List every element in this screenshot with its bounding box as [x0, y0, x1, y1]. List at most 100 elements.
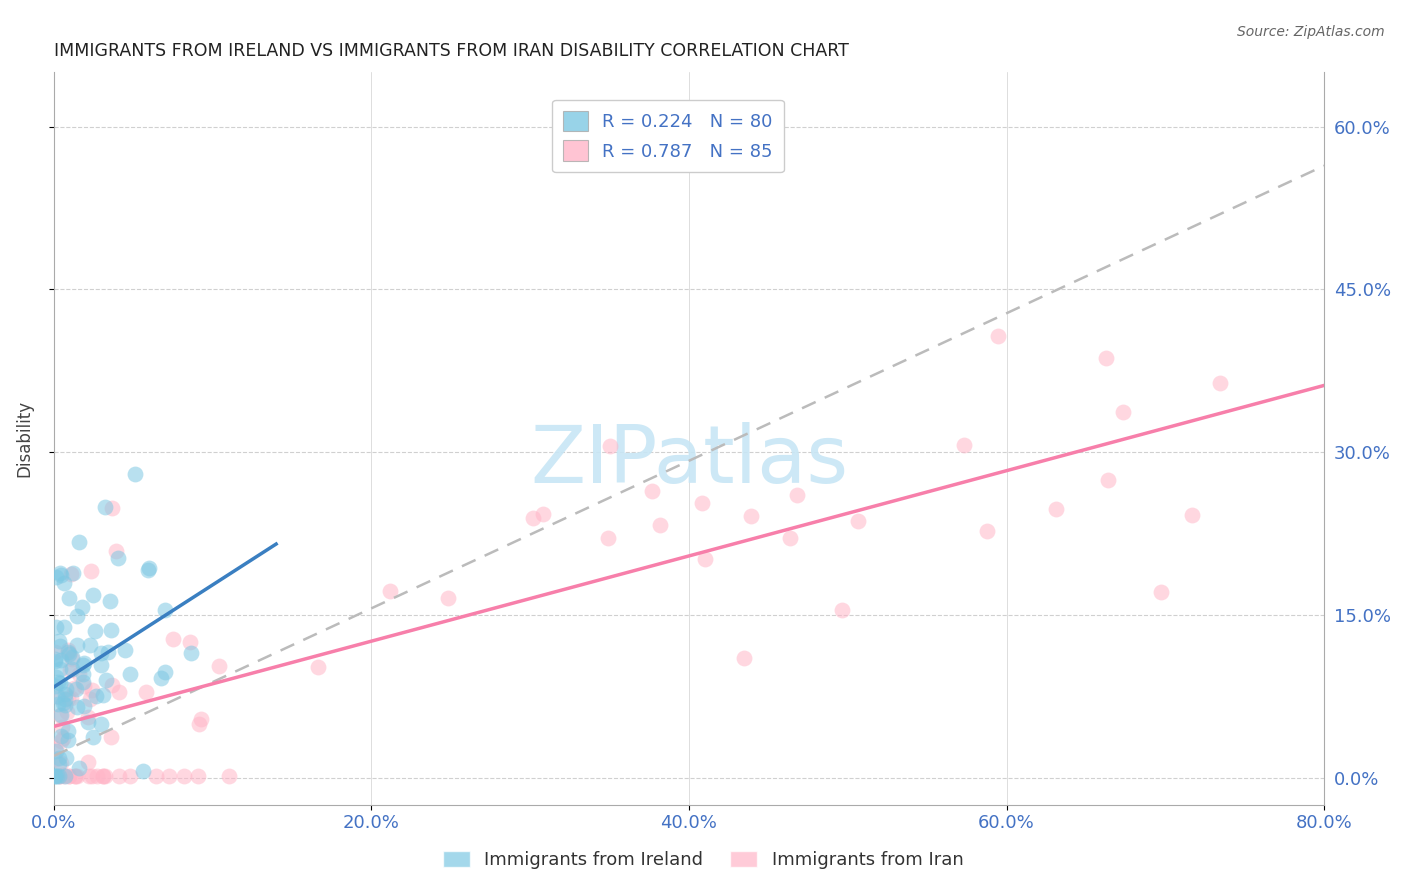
Immigrants from Iran	[740, 509, 762, 524]
Immigrants from Iran	[779, 531, 801, 545]
Immigrants from Iran	[91, 769, 114, 783]
Immigrants from Iran	[79, 692, 101, 706]
Immigrants from Ireland	[94, 500, 117, 515]
Immigrants from Iran	[831, 603, 853, 617]
Immigrants from Ireland	[48, 750, 70, 764]
Immigrants from Iran	[63, 681, 86, 696]
Immigrants from Ireland	[107, 551, 129, 566]
Immigrants from Iran	[1112, 405, 1135, 419]
Immigrants from Iran	[690, 496, 713, 510]
Immigrants from Ireland	[96, 645, 118, 659]
Immigrants from Iran	[79, 564, 101, 578]
Immigrants from Iran	[531, 507, 554, 521]
Immigrants from Ireland	[82, 588, 104, 602]
Text: ZIPatlas: ZIPatlas	[530, 422, 848, 500]
Immigrants from Iran	[48, 690, 70, 704]
Immigrants from Ireland	[56, 723, 79, 738]
Immigrants from Ireland	[72, 675, 94, 690]
Immigrants from Ireland	[132, 764, 155, 778]
Immigrants from Ireland	[90, 647, 112, 661]
Immigrants from Iran	[120, 769, 142, 783]
Immigrants from Iran	[641, 484, 664, 499]
Immigrants from Iran	[91, 769, 114, 783]
Immigrants from Iran	[1095, 351, 1118, 365]
Immigrants from Ireland	[53, 575, 76, 590]
Immigrants from Ireland	[45, 569, 67, 583]
Immigrants from Ireland	[66, 700, 89, 714]
Immigrants from Ireland	[45, 689, 67, 703]
Immigrants from Ireland	[66, 608, 89, 623]
Immigrants from Iran	[976, 524, 998, 539]
Immigrants from Iran	[188, 716, 211, 731]
Immigrants from Iran	[82, 769, 104, 783]
Immigrants from Ireland	[72, 599, 94, 614]
Immigrants from Iran	[49, 734, 72, 748]
Immigrants from Ireland	[96, 673, 118, 687]
Immigrants from Ireland	[60, 662, 83, 676]
Immigrants from Ireland	[53, 687, 76, 701]
Immigrants from Ireland	[52, 620, 75, 634]
Immigrants from Ireland	[82, 731, 104, 745]
Immigrants from Ireland	[45, 669, 67, 683]
Immigrants from Ireland	[114, 642, 136, 657]
Immigrants from Ireland	[51, 567, 73, 582]
Immigrants from Ireland	[120, 667, 142, 681]
Immigrants from Iran	[952, 437, 974, 451]
Immigrants from Iran	[1045, 501, 1067, 516]
Immigrants from Ireland	[60, 649, 83, 664]
Immigrants from Ireland	[72, 667, 94, 681]
Immigrants from Iran	[1150, 585, 1173, 599]
Immigrants from Iran	[51, 756, 73, 770]
Immigrants from Iran	[52, 768, 75, 782]
Immigrants from Ireland	[77, 714, 100, 729]
Immigrants from Iran	[56, 691, 79, 706]
Immigrants from Ireland	[53, 698, 76, 713]
Immigrants from Iran	[73, 679, 96, 693]
Immigrants from Iran	[58, 647, 80, 661]
Immigrants from Ireland	[49, 676, 72, 690]
Immigrants from Ireland	[58, 645, 80, 659]
Immigrants from Ireland	[58, 591, 80, 605]
Immigrants from Ireland	[72, 658, 94, 673]
Immigrants from Ireland	[44, 651, 66, 665]
Immigrants from Iran	[48, 769, 70, 783]
Immigrants from Iran	[786, 488, 808, 502]
Immigrants from Iran	[846, 514, 869, 528]
Immigrants from Iran	[157, 769, 180, 783]
Immigrants from Iran	[100, 730, 122, 744]
Immigrants from Ireland	[138, 561, 160, 575]
Immigrants from Iran	[59, 663, 82, 677]
Immigrants from Ireland	[49, 708, 72, 723]
Immigrants from Iran	[648, 517, 671, 532]
Immigrants from Ireland	[44, 654, 66, 668]
Immigrants from Ireland	[44, 769, 66, 783]
Immigrants from Iran	[56, 643, 79, 657]
Immigrants from Iran	[599, 439, 621, 453]
Immigrants from Iran	[1097, 473, 1119, 487]
Immigrants from Iran	[58, 769, 80, 783]
Immigrants from Ireland	[49, 662, 72, 676]
Immigrants from Ireland	[73, 656, 96, 670]
Immigrants from Iran	[436, 591, 458, 605]
Immigrants from Iran	[179, 635, 201, 649]
Immigrants from Ireland	[48, 769, 70, 783]
Immigrants from Ireland	[44, 679, 66, 693]
Immigrants from Iran	[60, 690, 83, 705]
Immigrants from Ireland	[49, 653, 72, 667]
Immigrants from Iran	[63, 769, 86, 783]
Immigrants from Iran	[77, 755, 100, 769]
Immigrants from Ireland	[90, 658, 112, 673]
Immigrants from Iran	[173, 769, 195, 783]
Immigrants from Ireland	[65, 682, 87, 697]
Immigrants from Ireland	[46, 674, 69, 689]
Immigrants from Ireland	[55, 682, 77, 697]
Immigrants from Ireland	[46, 769, 69, 783]
Immigrants from Iran	[80, 683, 103, 698]
Immigrants from Ireland	[53, 769, 76, 783]
Immigrants from Iran	[596, 532, 619, 546]
Immigrants from Ireland	[180, 646, 202, 660]
Immigrants from Ireland	[55, 751, 77, 765]
Immigrants from Iran	[60, 652, 83, 666]
Immigrants from Iran	[733, 651, 755, 665]
Immigrants from Iran	[67, 667, 90, 681]
